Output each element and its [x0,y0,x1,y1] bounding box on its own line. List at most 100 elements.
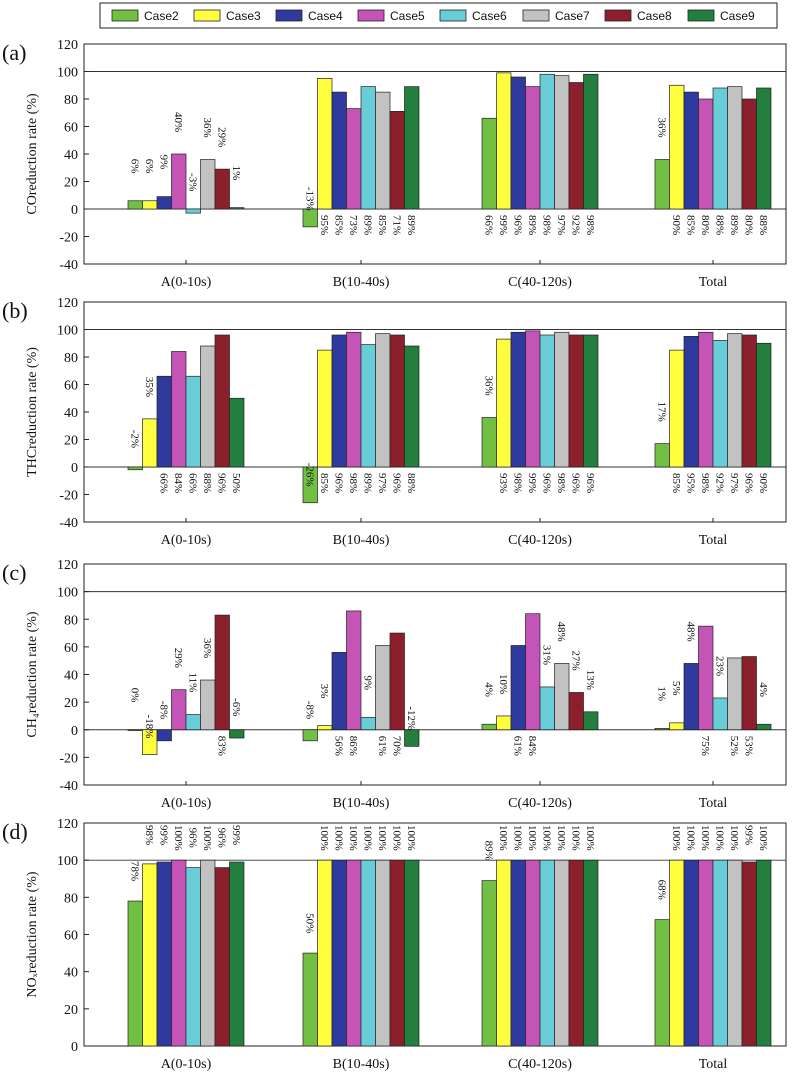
y-tick-label: 100 [57,854,78,869]
y-axis-label: COreduction rate (%) [25,93,40,215]
data-label: 85% [684,215,696,235]
bar-case3 [317,349,333,468]
data-label: 97% [376,473,388,493]
y-tick-label: 120 [57,558,78,573]
y-tick-label: 0 [71,1040,78,1055]
bar-case5 [171,859,187,1047]
category-label: B(10-40s) [333,796,390,811]
bar-case7 [375,859,391,1047]
data-label: 27% [569,650,581,670]
bar-case5 [346,331,362,468]
data-label: 100% [540,825,552,851]
bar-case6 [185,375,201,468]
bar-case7 [554,859,570,1047]
data-label: 88% [757,215,769,235]
bar-case3 [496,859,512,1047]
bar-case3 [317,725,333,731]
y-tick-label: 80 [64,351,78,366]
bar-case6 [539,334,555,468]
data-label: 29% [215,127,227,147]
data-label: -26% [303,463,315,487]
bar-case6 [712,859,728,1047]
bar-case4 [510,331,526,468]
bar-case5 [525,859,541,1047]
y-tick-label: 80 [64,93,78,108]
data-label: 84% [172,473,184,493]
category-label: C(40-120s) [508,533,572,548]
legend: Case2 Case3 Case4 Case5 Case6 Case7 Case8 Case9 [99,2,778,29]
data-label: 36% [201,638,213,658]
y-tick-label: 120 [57,38,78,53]
data-label: 48% [555,621,567,641]
y-tick-label: 20 [64,696,78,711]
panel-label: (a) [2,40,26,65]
category-label: Total [699,275,728,290]
data-label: 83% [215,736,227,756]
data-label: 100% [728,825,740,851]
data-label: 100% [201,825,213,851]
data-label: 100% [757,825,769,851]
panel-d: 0 20 40 60 80 100 120 NOₓreduction rate (%) (d) A… [2,817,787,1072]
bar-case9 [404,859,420,1047]
bar-case8 [389,111,405,210]
data-label: 96% [186,828,198,848]
legend-swatch [275,9,303,22]
data-label: 100% [670,825,682,851]
data-label: 10% [497,674,509,694]
bar-case2 [481,880,497,1047]
data-label: 99% [742,825,754,845]
legend-swatch [193,9,221,22]
bar-case6 [360,859,376,1047]
y-tick-label: 120 [57,296,78,311]
bar-case9 [756,87,772,210]
data-label: 66% [157,473,169,493]
data-label: -12% [405,706,417,730]
bar-case3 [496,338,512,468]
data-label: 96% [215,473,227,493]
data-label: 80% [742,215,754,235]
bar-case8 [568,859,584,1047]
bar-case4 [331,334,347,468]
bar-case3 [496,72,512,210]
data-label: 96% [215,828,227,848]
bar-case3 [669,84,685,210]
bar-case8 [741,656,757,731]
bar-case9 [583,334,599,468]
bar-case7 [727,333,743,468]
y-tick-label: 80 [64,613,78,628]
y-tick-label: -20 [59,751,78,766]
data-label: 4% [482,682,494,697]
bar-case4 [683,859,699,1047]
y-tick-label: 40 [64,966,78,981]
bar-case8 [389,334,405,468]
category-label: Total [699,533,728,548]
bar-case9 [229,729,245,739]
bar-case9 [756,342,772,468]
category-label: Total [699,796,728,811]
category-label: C(40-120s) [508,796,572,811]
bar-case6 [185,714,201,731]
legend-label: Case3 [226,9,261,23]
y-tick-label: -20 [59,231,78,246]
bar-case6 [712,697,728,731]
bar-case5 [698,859,714,1047]
bar-case5 [698,625,714,731]
bar-case3 [142,729,158,755]
data-label: 93% [497,473,509,493]
data-label: 89% [482,841,494,861]
bar-case6 [539,686,555,731]
category-label: A(0-10s) [161,796,212,811]
data-label: 36% [201,118,213,138]
bar-case8 [214,168,230,210]
bar-case8 [568,82,584,210]
bar-case5 [171,689,187,731]
panel-c: -40 -20 0 20 40 60 80 100 120 CH₄reduction rate (… [2,558,787,811]
data-label: 88% [713,215,725,235]
legend-swatch [439,9,467,22]
y-tick-label: 40 [64,669,78,684]
legend-item-case9: Case9 [687,9,755,23]
data-label: 98% [699,473,711,493]
y-tick-label: 20 [64,434,78,449]
category-label: C(40-120s) [508,1057,572,1072]
